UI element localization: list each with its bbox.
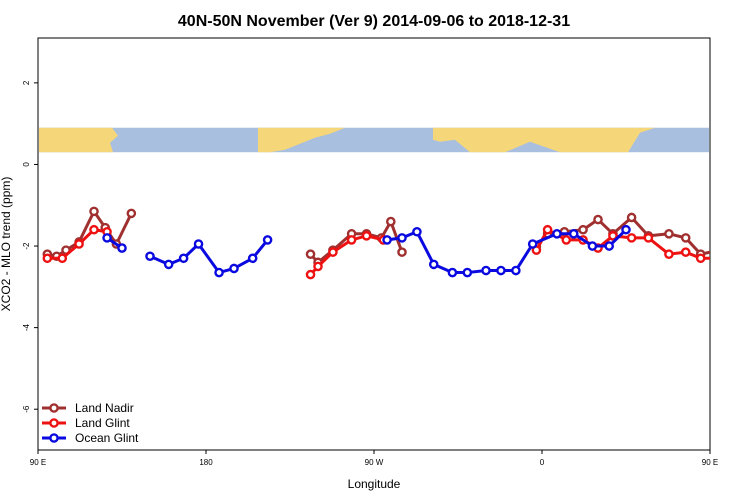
data-point <box>428 259 439 270</box>
data-point <box>214 267 224 278</box>
chart-title: 40N-50N November (Ver 9) 2014-09-06 to 2… <box>178 13 570 30</box>
legend-label: Land Glint <box>75 416 130 430</box>
data-point <box>664 229 674 239</box>
data-point <box>193 239 204 249</box>
map-land-0 <box>39 127 118 153</box>
data-point <box>621 224 631 235</box>
data-point <box>305 249 316 259</box>
data-point <box>57 253 68 264</box>
data-point <box>664 249 674 259</box>
data-point <box>604 241 615 251</box>
legend-swatch-marker <box>49 403 59 413</box>
map-land-1 <box>258 127 345 153</box>
data-point <box>328 247 338 257</box>
y-tick-label: -2 <box>22 242 31 250</box>
data-point <box>126 208 137 219</box>
data-point <box>247 253 258 264</box>
data-point <box>397 233 407 243</box>
data-point <box>593 214 603 225</box>
data-point <box>481 265 491 276</box>
y-tick-label: -4 <box>22 324 31 332</box>
data-point <box>313 261 323 272</box>
data-point <box>643 233 654 243</box>
data-point <box>178 253 189 264</box>
data-point <box>89 206 99 217</box>
series-2 <box>102 224 750 278</box>
data-point <box>626 212 637 223</box>
data-point <box>680 247 691 257</box>
data-point <box>361 231 372 241</box>
data-point <box>626 233 637 243</box>
y-axis: 2 0 -2 -4 -6 <box>22 80 38 413</box>
data-point <box>117 243 127 253</box>
data-point <box>736 234 743 241</box>
series-layer <box>42 206 750 280</box>
x-tick-label: 90 E <box>702 458 718 467</box>
data-point <box>608 231 618 241</box>
x-tick-label: 90 E <box>30 458 46 467</box>
x-tick-label: 0 <box>540 458 545 467</box>
data-point <box>552 229 562 239</box>
series-1 <box>42 224 741 280</box>
data-point <box>496 265 506 276</box>
data-point <box>695 253 706 264</box>
data-point <box>587 241 598 251</box>
data-point <box>680 233 691 243</box>
data-point <box>527 239 538 249</box>
legend-swatch-marker <box>49 418 59 428</box>
data-point <box>305 269 316 280</box>
data-point <box>578 224 588 235</box>
data-point <box>734 238 741 245</box>
x-tick-label: 180 <box>199 458 213 467</box>
series-line <box>740 238 750 248</box>
data-point <box>74 239 84 249</box>
data-point <box>385 216 396 227</box>
legend-label: Ocean Glint <box>75 431 139 445</box>
data-point <box>716 247 723 254</box>
x-axis: 90 E 180 90 W 0 90 E <box>30 450 718 467</box>
y-tick-label: 0 <box>22 162 31 167</box>
data-point <box>511 265 521 276</box>
data-point <box>346 235 357 245</box>
data-point <box>42 253 53 264</box>
data-point <box>716 255 723 262</box>
data-point <box>734 240 741 247</box>
data-point <box>262 235 273 245</box>
data-point <box>229 263 239 274</box>
data-point <box>102 233 112 243</box>
y-tick-label: 2 <box>22 80 31 85</box>
data-point <box>163 259 174 270</box>
y-tick-label: -6 <box>22 405 31 413</box>
data-point <box>382 235 392 245</box>
data-point <box>462 267 473 278</box>
data-point <box>568 229 579 239</box>
map-land-2 <box>433 127 655 153</box>
data-point <box>145 251 155 262</box>
data-point <box>447 267 458 278</box>
data-point <box>397 247 407 257</box>
map-strip <box>39 127 709 153</box>
legend-swatch-marker <box>49 433 59 443</box>
x-tick-label: 90 W <box>365 458 384 467</box>
y-axis-label: XCO2 - MLO trend (ppm) <box>0 177 13 312</box>
series-line <box>386 228 628 275</box>
x-axis-label: Longitude <box>348 477 401 491</box>
data-point <box>412 226 422 237</box>
data-point <box>542 224 553 235</box>
data-point <box>561 235 572 245</box>
legend-label: Land Nadir <box>75 401 134 415</box>
data-point <box>89 224 99 235</box>
